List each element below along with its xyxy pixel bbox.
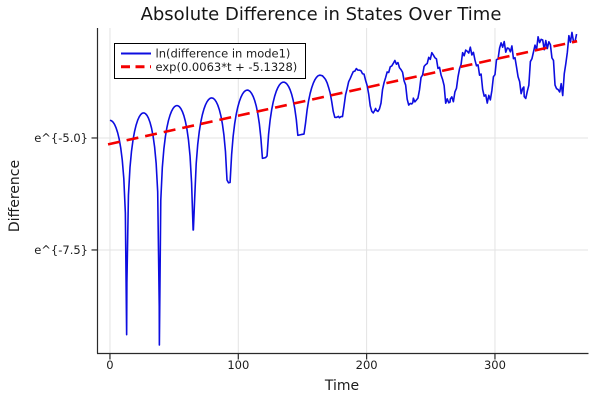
chart-title: Absolute Difference in States Over Time bbox=[141, 4, 502, 25]
legend-layer: ln(difference in mode1)exp(0.0063*t + -5… bbox=[114, 43, 306, 79]
series-line-0 bbox=[109, 31, 578, 346]
y-tick-label: e^{-5.0} bbox=[34, 131, 88, 145]
series-line-1 bbox=[107, 39, 578, 146]
x-axis-label: Time bbox=[324, 378, 359, 394]
legend-label-0: ln(difference in mode1) bbox=[156, 47, 291, 61]
y-tick-label: e^{-7.5} bbox=[34, 243, 88, 257]
x-tick-label: 100 bbox=[227, 358, 249, 372]
x-tick-label: 0 bbox=[106, 358, 113, 372]
x-tick-label: 300 bbox=[484, 358, 506, 372]
legend-label-1: exp(0.0063*t + -5.1328) bbox=[156, 60, 298, 74]
legend-box bbox=[114, 43, 306, 79]
x-tick-label: 200 bbox=[356, 358, 378, 372]
series-layer bbox=[107, 31, 578, 346]
axes-layer: 0 100 200 300 e^{-5.0} e^{-7.5} bbox=[34, 28, 589, 372]
y-axis-label: Difference bbox=[7, 160, 23, 232]
